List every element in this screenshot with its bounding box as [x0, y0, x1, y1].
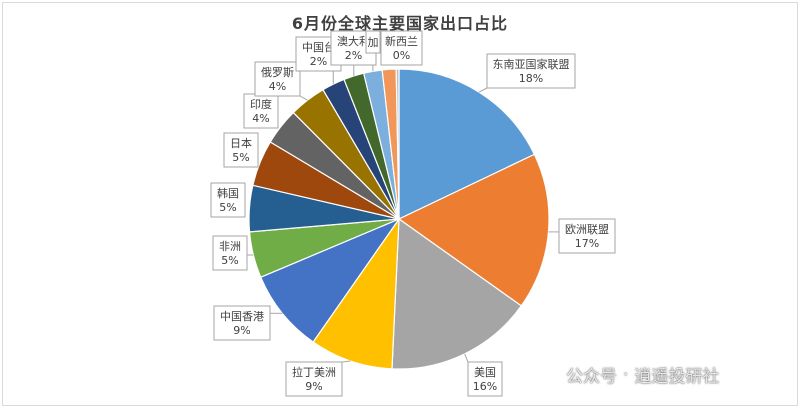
slice-label: 美国	[474, 366, 496, 379]
slice-percent-label: 0%	[393, 49, 410, 62]
callout-box	[212, 235, 248, 271]
slice-percent-label: 18%	[519, 72, 543, 85]
watermark-prefix: 公众号	[566, 367, 617, 387]
callout-box	[243, 93, 279, 129]
leader-line	[478, 87, 488, 93]
slice-callout: 日本5%	[223, 132, 259, 168]
watermark: 公众号 · 逍遥投研社	[528, 362, 719, 387]
slice-label: 印度	[250, 97, 272, 111]
chart-title: 6月份全球主要国家出口占比	[291, 14, 509, 33]
slice-label: 日本	[230, 136, 252, 150]
pie-slice	[395, 68, 400, 220]
slice-percent-label: 5%	[232, 151, 249, 164]
callout-box	[558, 218, 616, 254]
watermark-separator: ·	[623, 364, 629, 385]
slice-percent-label: 17%	[575, 237, 599, 250]
callout-box	[210, 182, 246, 218]
slice-percent-label: 2%	[310, 55, 327, 68]
slice-label: 加	[368, 36, 379, 49]
slice-callout: 加	[365, 30, 381, 54]
watermark-name: 逍遥投研社	[634, 367, 720, 387]
leader-line	[341, 360, 351, 363]
pie-slice	[259, 217, 401, 343]
callout-box	[223, 132, 259, 168]
slice-callout: 非洲5%	[212, 235, 248, 271]
callout-box	[254, 61, 301, 97]
slice-percent-label: 4%	[269, 80, 286, 93]
slice-percent-label: 2%	[345, 49, 362, 62]
slice-label: 澳大利	[337, 34, 370, 48]
slice-label: 东南亚国家联盟	[493, 57, 570, 71]
callout-box	[467, 361, 503, 397]
pie-slice	[391, 217, 523, 370]
slice-label: 俄罗斯	[261, 66, 294, 79]
wechat-icon	[528, 363, 558, 384]
leader-line	[299, 95, 308, 101]
callout-box	[285, 361, 343, 397]
leader-line	[464, 353, 469, 363]
slice-label: 非洲	[219, 240, 241, 253]
slice-percent-label: 9%	[305, 380, 322, 393]
pie-slice	[398, 68, 536, 220]
slice-label: 拉丁美洲	[292, 365, 336, 379]
slice-label: 欧洲联盟	[565, 223, 609, 236]
slice-percent-label: 4%	[252, 112, 269, 125]
callout-box	[213, 305, 271, 341]
callout-box	[365, 30, 381, 54]
pie-slice	[312, 216, 400, 370]
slice-percent-label: 5%	[221, 254, 238, 267]
callout-box	[380, 30, 423, 66]
slice-label: 新西兰	[385, 34, 418, 48]
slice-label: 中国香港	[220, 310, 264, 323]
slice-label: 韩国	[217, 186, 239, 200]
slice-percent-label: 16%	[473, 380, 497, 393]
slice-percent-label: 5%	[219, 201, 236, 214]
slice-callout: 韩国5%	[210, 182, 246, 218]
slice-percent-label: 9%	[233, 324, 250, 337]
slice-label: 中国台	[302, 40, 335, 54]
callout-box	[486, 53, 576, 89]
slice-callout: 印度4%	[243, 93, 279, 129]
